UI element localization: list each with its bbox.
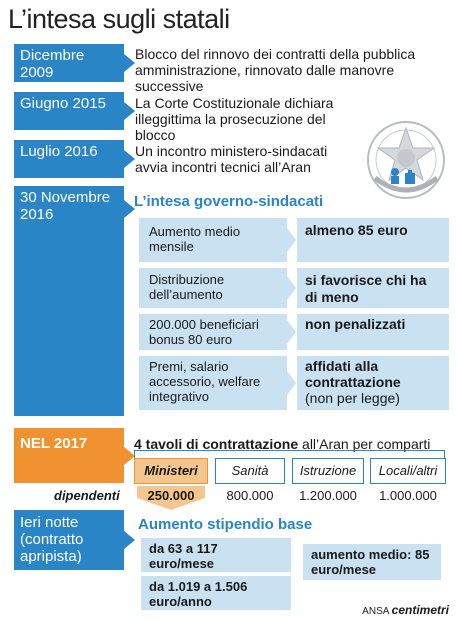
- dipendenti-label: dipendenti: [54, 488, 120, 503]
- page-title: L’intesa sugli statali: [8, 4, 230, 34]
- comparti-bracket: [134, 450, 444, 460]
- tavoli-bold: 4 tavoli di contrattazione: [134, 436, 299, 452]
- ieri-box-medio: aumento medio: 85 euro/mese: [303, 544, 441, 580]
- repubblica-emblem-icon: [367, 121, 445, 199]
- date-giugno-2015: Giugno 2015: [14, 92, 135, 130]
- date-nel-2017: NEL 2017: [14, 428, 135, 483]
- comparto-sanita: Sanità: [215, 458, 285, 484]
- tavoli-text: 4 tavoli di contrattazione all’Aran per …: [134, 436, 430, 452]
- dipendenti-sanita: 800.000: [226, 488, 274, 503]
- intesa-row-3: 200.000 beneficiari bonus 80 euro non pe…: [131, 314, 449, 350]
- dipendenti-ministeri: 250.000: [147, 488, 195, 503]
- intesa-row-2-value: si favorisce chi ha di meno: [297, 268, 449, 308]
- dipendenti-locali-altri: 1.000.000: [379, 488, 437, 503]
- event-luglio-2016: Un incontro ministero-sindacati avvia in…: [135, 143, 328, 175]
- intesa-row-2-label: Distribuzione dell’aumento: [139, 268, 296, 308]
- intesa-row-4-value-bold: affidati alla contrattazione: [305, 358, 401, 390]
- event-giugno-2015: La Corte Costituzionale dichiara illeggi…: [135, 95, 334, 143]
- ieri-title: Aumento stipendio base: [138, 516, 313, 533]
- footer-brand: centimetri: [391, 603, 449, 617]
- event-dicembre-2009: Blocco del rinnovo dei contratti della p…: [135, 46, 416, 94]
- tavoli-normal: all’Aran per comparti: [298, 436, 431, 452]
- intesa-row-3-label: 200.000 beneficiari bonus 80 euro: [139, 314, 296, 350]
- intesa-row-1: Aumento medio mensile almeno 85 euro: [131, 218, 449, 262]
- intesa-row-2: Distribuzione dell’aumento si favorisce …: [131, 268, 449, 308]
- date-ieri-notte: Ieri notte (contratto apripista): [14, 510, 135, 570]
- bracket-tick-2: [444, 450, 445, 458]
- ieri-box-anno: da 1.019 a 1.506 euro/anno: [141, 576, 291, 610]
- intesa-row-4-label: Premi, salario accessorio, welfare integ…: [139, 356, 296, 410]
- comparto-locali-altri: Locali/altri: [370, 458, 446, 484]
- intesa-title: L’intesa governo-sindacati: [134, 193, 324, 210]
- footer-credit: ANSA centimetri: [362, 603, 449, 617]
- intesa-row-1-value: almeno 85 euro: [297, 218, 449, 262]
- intesa-row-3-value: non penalizzati: [297, 314, 449, 350]
- intesa-row-4-value: affidati alla contrattazione (non per le…: [297, 356, 449, 410]
- bracket-tick-1: [134, 450, 135, 458]
- date-dicembre-2009: Dicembre 2009: [14, 44, 135, 82]
- comparto-istruzione: Istruzione: [292, 458, 364, 484]
- ieri-box-mese: da 63 a 117 euro/mese: [141, 538, 291, 572]
- dipendenti-arrow: [137, 486, 205, 510]
- comparto-ministeri: Ministeri: [134, 458, 208, 484]
- date-luglio-2016: Luglio 2016: [14, 140, 135, 178]
- intesa-row-1-label: Aumento medio mensile: [139, 218, 296, 262]
- footer-source: ANSA: [362, 606, 389, 617]
- intesa-row-4: Premi, salario accessorio, welfare integ…: [131, 356, 449, 410]
- date-30-novembre-2016: 30 Novembre 2016: [14, 186, 135, 416]
- intesa-row-4-value-note: (non per legge): [305, 390, 400, 406]
- dipendenti-istruzione: 1.200.000: [299, 488, 357, 503]
